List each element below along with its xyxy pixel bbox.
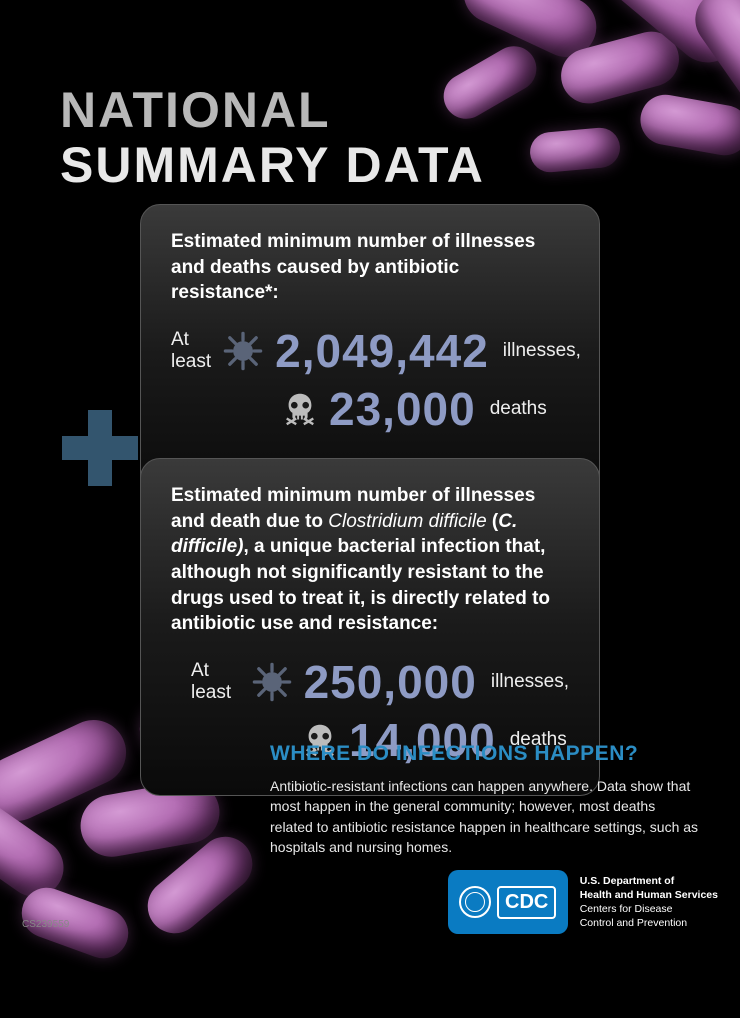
section2-body: Antibiotic-resistant infections can happ… (270, 776, 700, 857)
cdc-badge: CDC (448, 870, 568, 934)
footer: CDC U.S. Department of Health and Human … (448, 870, 718, 934)
deaths-unit: deaths (490, 398, 547, 420)
illnesses-unit: illnesses, (503, 340, 581, 362)
virus-icon (250, 660, 294, 704)
illnesses-value: 250,000 (304, 655, 477, 709)
title-line2: SUMMARY DATA (60, 140, 485, 190)
card2-illnesses-row: At least 250,000 illnesses, (191, 655, 569, 709)
title-line1: NATIONAL (60, 85, 485, 135)
document-number: CS239559 (22, 919, 69, 930)
card1-heading: Estimated minimum number of illnesses an… (171, 229, 569, 306)
card1-illnesses-row: At least 2,049,442 illnesses, (171, 324, 569, 378)
card2-heading: Estimated minimum number of illnesses an… (171, 483, 569, 637)
atleast-label: At least (171, 329, 211, 373)
virus-icon (221, 329, 265, 373)
page-title: NATIONAL SUMMARY DATA (60, 85, 485, 190)
dept-line4: Control and Prevention (580, 916, 718, 930)
skull-icon (281, 390, 319, 428)
cdc-logo-text: CDC (497, 886, 556, 919)
card2-heading-ital: Clostridium difficile (328, 511, 486, 532)
dept-line2: Health and Human Services (580, 888, 718, 902)
illnesses-value: 2,049,442 (275, 324, 489, 378)
card2-paren-open: ( (487, 511, 499, 532)
illnesses-unit: illnesses, (491, 671, 569, 693)
department-text: U.S. Department of Health and Human Serv… (580, 874, 718, 931)
dept-line1: U.S. Department of (580, 874, 718, 888)
hhs-seal-icon (459, 886, 491, 918)
section2-title: WHERE DO INFECTIONS HAPPEN? (270, 742, 700, 766)
deaths-value: 23,000 (329, 382, 476, 436)
where-infections-section: WHERE DO INFECTIONS HAPPEN? Antibiotic-r… (270, 742, 700, 857)
dept-line3: Centers for Disease (580, 902, 718, 916)
plus-icon (62, 410, 138, 486)
card1-deaths-row: 23,000 deaths (281, 382, 569, 436)
atleast-label: At least (191, 660, 240, 704)
